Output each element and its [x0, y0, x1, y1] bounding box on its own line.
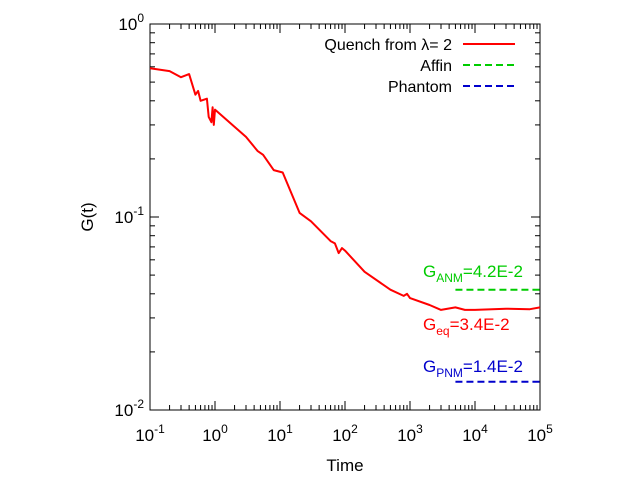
x-tick-label-exponent: 5 — [546, 422, 553, 436]
annotation-g-pnm-value: =1.4E-2 — [463, 357, 523, 376]
x-tick-label: 101 — [267, 422, 293, 445]
x-tick-label: 105 — [527, 422, 553, 445]
x-tick-label-exponent: 1 — [286, 422, 293, 436]
axis-ticks — [149, 23, 541, 411]
x-tick-label-base: 10 — [527, 426, 546, 445]
x-tick-label: 104 — [462, 422, 488, 445]
x-tick-label-base: 10 — [462, 426, 481, 445]
x-axis-title: Time — [326, 456, 363, 475]
x-tick-label-exponent: 2 — [351, 422, 358, 436]
series-line-quench — [149, 67, 541, 311]
y-tick-label: 100 — [118, 11, 144, 34]
annotation-g-anm-symbol: G — [423, 262, 436, 281]
plot-area-frame — [149, 23, 541, 411]
y-tick-label-base: 10 — [114, 208, 133, 227]
x-tick-label-exponent: 4 — [481, 422, 488, 436]
annotation-g-anm-value: =4.2E-2 — [463, 262, 523, 281]
x-tick-label-exponent: 0 — [221, 422, 228, 436]
annotation-g-eq-symbol: G — [423, 315, 436, 334]
legend-label-affin: Affin — [420, 58, 452, 75]
x-tick-label-exponent: -1 — [154, 422, 165, 436]
x-tick-label: 10-1 — [135, 422, 165, 445]
x-tick-label-base: 10 — [397, 426, 416, 445]
y-tick-label-exponent: 0 — [137, 11, 144, 25]
y-tick-label-base: 10 — [118, 15, 137, 34]
annotation-g-pnm: GPNM=1.4E-2 — [423, 357, 523, 380]
x-tick-label-base: 10 — [267, 426, 286, 445]
y-tick-label-exponent: -1 — [133, 204, 144, 218]
annotation-g-eq-value: =3.4E-2 — [450, 315, 510, 334]
legend: Quench from λ= 2 Affin Phantom — [324, 37, 515, 96]
x-tick-label-base: 10 — [135, 426, 154, 445]
y-tick-label-base: 10 — [114, 401, 133, 420]
annotation-g-pnm-subscript: PNM — [436, 366, 463, 380]
x-tick-label-base: 10 — [332, 426, 351, 445]
annotation-g-eq-subscript: eq — [436, 324, 449, 338]
series-lines — [149, 67, 541, 383]
x-tick-label: 103 — [397, 422, 423, 445]
annotation-g-pnm-symbol: G — [423, 357, 436, 376]
annotation-g-eq: Geq=3.4E-2 — [423, 315, 510, 338]
annotation-g-anm-subscript: ANM — [436, 271, 463, 285]
x-tick-label: 102 — [332, 422, 358, 445]
legend-label-quench: Quench from λ= 2 — [324, 37, 452, 54]
y-tick-label-exponent: -2 — [133, 397, 144, 411]
y-tick-label: 10-2 — [114, 397, 144, 420]
annotation-g-anm: GANM=4.2E-2 — [423, 262, 523, 285]
x-tick-label: 100 — [202, 422, 228, 445]
x-tick-label-exponent: 3 — [416, 422, 423, 436]
y-tick-label: 10-1 — [114, 204, 144, 227]
legend-label-phantom: Phantom — [388, 79, 452, 96]
x-tick-label-base: 10 — [202, 426, 221, 445]
y-axis-title: G(t) — [78, 202, 97, 231]
x-tick-labels: 10-1 100 101 102 103 104 105 — [135, 422, 553, 445]
